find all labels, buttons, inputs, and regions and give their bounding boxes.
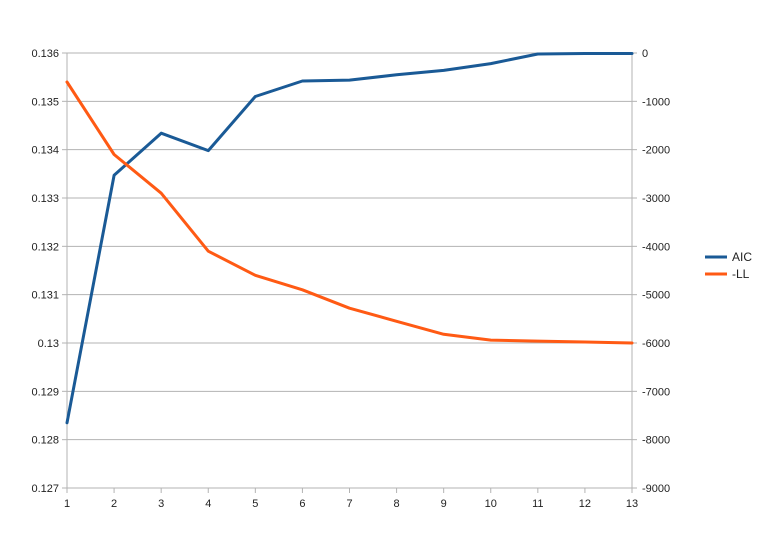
- x-tick-label: 10: [485, 498, 497, 510]
- legend: AIC -LL: [705, 250, 752, 281]
- x-tick-label: 6: [299, 498, 305, 510]
- y-right-tick-label: -5000: [642, 290, 670, 302]
- y-left-tick-label: 0.128: [31, 435, 59, 447]
- x-tick-label: 4: [205, 498, 211, 510]
- y-left-tick-label: 0.132: [31, 241, 59, 253]
- y-right-tick-label: -4000: [642, 241, 670, 253]
- series-line-aic: [65, 52, 634, 425]
- series-line-ll: [65, 80, 634, 345]
- x-tick-label: 5: [252, 498, 258, 510]
- y-right-tick-label: -2000: [642, 145, 670, 157]
- legend-label-aic: AIC: [732, 250, 752, 264]
- x-tick-label: 1: [64, 498, 70, 510]
- x-tick-label: 7: [346, 498, 352, 510]
- y-right-tick-label: 0: [642, 48, 648, 60]
- y-right-tick-label: -8000: [642, 435, 670, 447]
- y-left-tick-label: 0.131: [31, 290, 59, 302]
- axes: [62, 52, 637, 493]
- gridlines: [67, 52, 632, 489]
- y-left-tick-label: 0.135: [31, 96, 59, 108]
- legend-label-ll: -LL: [732, 267, 750, 281]
- y-left-tick-label: 0.136: [31, 48, 59, 60]
- y-left-tick-label: 0.133: [31, 193, 59, 205]
- x-tick-label: 3: [158, 498, 164, 510]
- y-right-tick-label: -6000: [642, 338, 670, 350]
- y-left-tick-label: 0.129: [31, 386, 59, 398]
- x-tick-label: 11: [532, 498, 543, 510]
- y-right-tick-label: -7000: [642, 386, 670, 398]
- series-lines: [65, 52, 634, 425]
- x-tick-label: 9: [441, 498, 447, 510]
- y-right-tick-label: -3000: [642, 193, 670, 205]
- tick-labels: 0.136 0.135 0.134 0.133 0.132 0.131 0.13 0.129 0…: [31, 48, 670, 510]
- y-right-tick-label: -9000: [642, 483, 670, 495]
- y-left-tick-label: 0.134: [31, 145, 59, 157]
- x-tick-label: 2: [111, 498, 117, 510]
- y-right-tick-label: -1000: [642, 96, 670, 108]
- x-tick-label: 13: [626, 498, 638, 510]
- y-left-tick-label: 0.127: [31, 483, 59, 495]
- x-tick-label: 8: [394, 498, 400, 510]
- x-tick-label: 12: [579, 498, 591, 510]
- y-left-tick-label: 0.13: [38, 338, 59, 350]
